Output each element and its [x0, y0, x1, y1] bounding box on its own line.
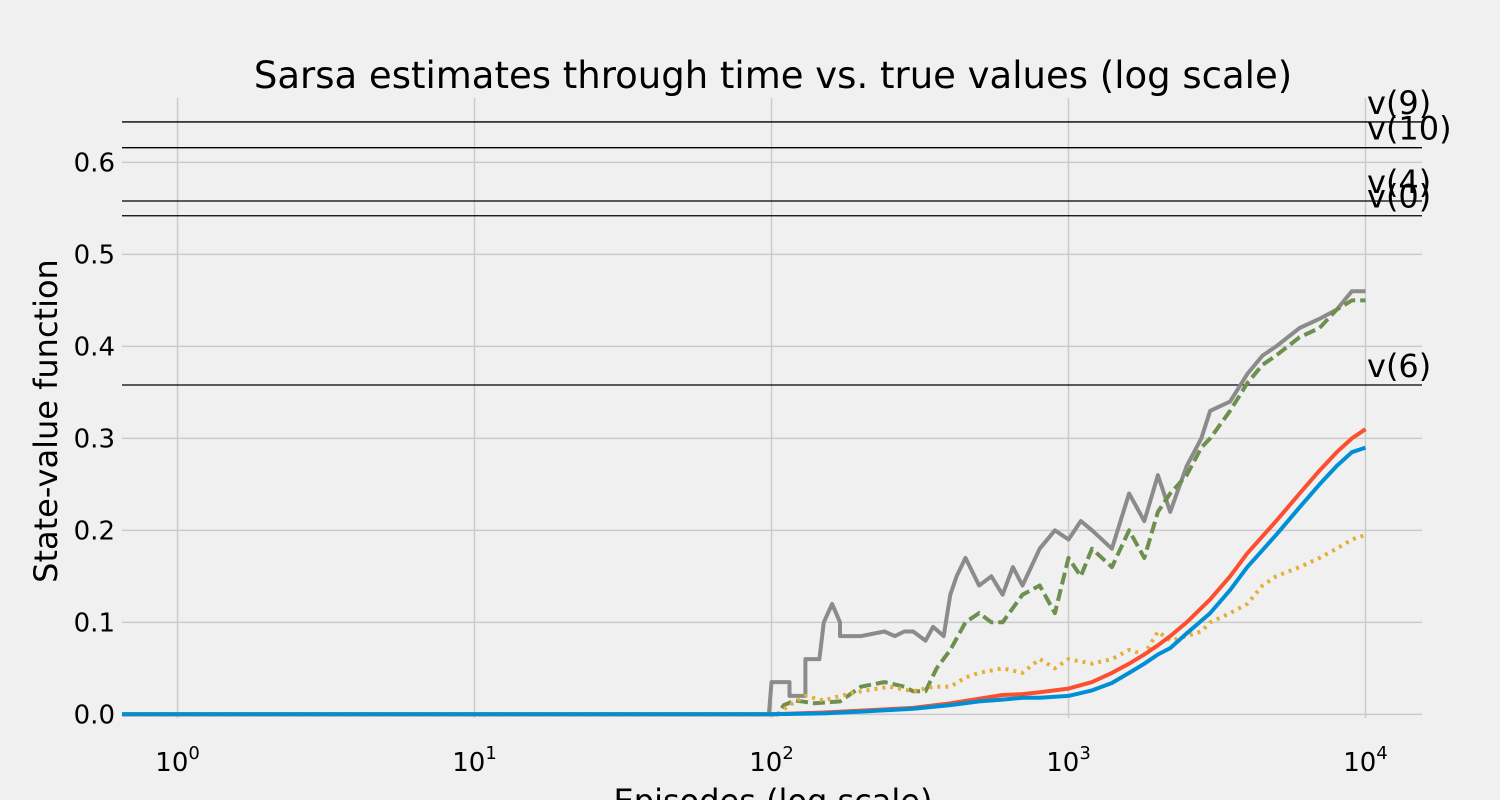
- series-line: [122, 445, 1367, 717]
- true-value-label: v(0): [1367, 178, 1431, 216]
- x-tick-exponent: 1: [485, 743, 496, 764]
- y-tick-label: 0.3: [74, 424, 115, 454]
- y-tick-label: 0.0: [74, 700, 115, 730]
- x-tick-label: 103: [1046, 743, 1091, 778]
- true-value-label: v(10): [1367, 110, 1452, 148]
- x-tick-label: 100: [155, 743, 200, 778]
- x-tick-label: 101: [452, 743, 497, 778]
- y-axis-ticks: 0.0 0.1 0.2 0.3 0.4 0.5 0.6: [74, 148, 115, 730]
- y-tick-label: 0.6: [74, 148, 115, 178]
- y-tick-label: 0.4: [74, 332, 115, 362]
- x-tick-base: 10: [1343, 748, 1376, 778]
- x-tick-exponent: 0: [188, 743, 199, 764]
- x-tick-exponent: 4: [1376, 743, 1387, 764]
- x-axis-ticks: 100 101 102 103 104: [155, 743, 1387, 778]
- y-tick-label: 0.1: [74, 608, 115, 638]
- x-tick-exponent: 3: [1079, 743, 1090, 764]
- y-tick-label: 0.5: [74, 240, 115, 270]
- series-line: [122, 298, 1366, 717]
- x-tick-label: 102: [749, 743, 794, 778]
- x-tick-base: 10: [452, 748, 485, 778]
- x-tick-base: 10: [749, 748, 782, 778]
- y-axis-label: State-value function: [27, 259, 65, 583]
- x-tick-label: 104: [1343, 743, 1388, 778]
- chart-title: Sarsa estimates through time vs. true va…: [254, 54, 1292, 97]
- x-tick-base: 10: [1046, 748, 1079, 778]
- estimate-series: [122, 289, 1367, 717]
- x-tick-base: 10: [155, 748, 188, 778]
- true-value-label: v(9): [1367, 84, 1431, 122]
- x-tick-exponent: 2: [782, 743, 793, 764]
- x-axis-label: Episodes (log scale): [614, 782, 933, 800]
- series-line: [122, 289, 1366, 717]
- true-value-label: v(6): [1367, 347, 1431, 385]
- y-tick-label: 0.2: [74, 516, 115, 546]
- true-value-label: v(4): [1367, 163, 1431, 201]
- true-value-lines: v(9)v(10) v(4)v(0) v(6): [122, 84, 1452, 386]
